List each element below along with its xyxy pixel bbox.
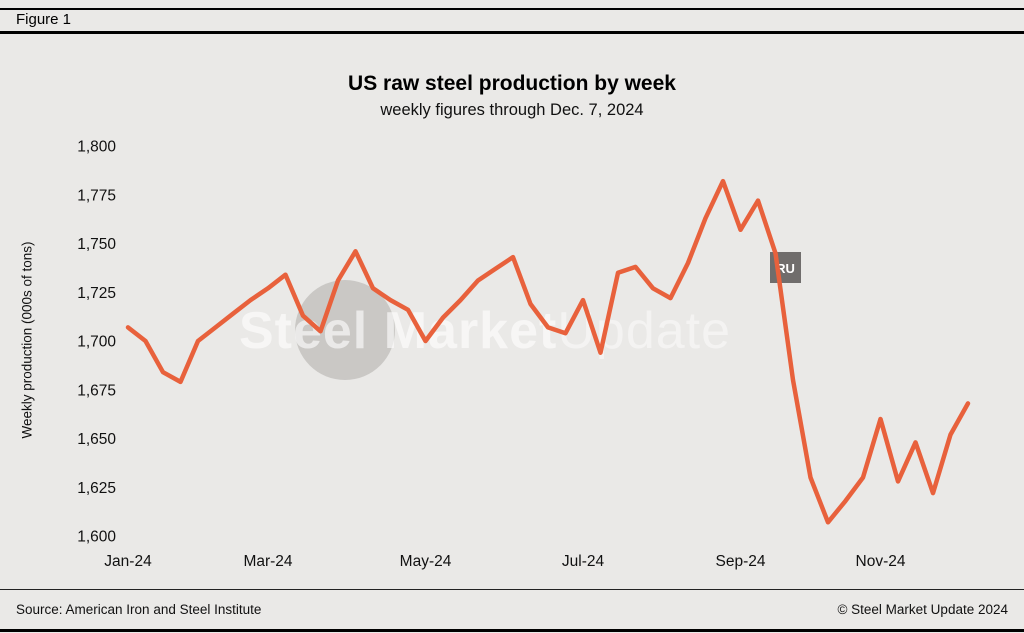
bottom-rule [0,629,1024,632]
y-tick-label: 1,725 [77,285,116,302]
footer-divider-rule [0,589,1024,590]
watermark-badge-text: RU [776,261,795,276]
chart-subtitle: weekly figures through Dec. 7, 2024 [380,101,644,119]
watermark-text: Steel MarketUpdate [239,302,731,360]
y-tick-label: 1,625 [77,480,116,497]
x-tick-label: Sep-24 [716,553,766,570]
header-divider-rule [0,31,1024,34]
source-note: Source: American Iron and Steel Institut… [16,602,262,617]
y-tick-label: 1,700 [77,334,116,351]
x-tick-label: Jul-24 [562,553,605,570]
copyright-note: © Steel Market Update 2024 [837,602,1008,617]
production-line-series [125,178,971,525]
y-axis-label: Weekly production (000s of tons) [19,241,35,439]
y-tick-label: 1,800 [77,139,116,156]
x-tick-label: May-24 [400,553,452,570]
y-tick-label: 1,650 [77,431,116,448]
figure-label: Figure 1 [16,11,72,28]
x-tick-label: Jan-24 [104,553,152,570]
x-tick-label: Mar-24 [243,553,292,570]
y-tick-label: 1,600 [77,529,116,546]
x-tick-label: Nov-24 [856,553,906,570]
top-rule [0,8,1024,10]
line-chart-plot: Steel MarketUpdate RU 1,600 1,625 1,650 1,675… [77,139,971,570]
watermark-circle [295,280,395,380]
chart-title: US raw steel production by week [348,72,676,95]
y-tick-label: 1,775 [77,187,116,204]
y-tick-label: 1,750 [77,236,116,253]
y-tick-label: 1,675 [77,382,116,399]
